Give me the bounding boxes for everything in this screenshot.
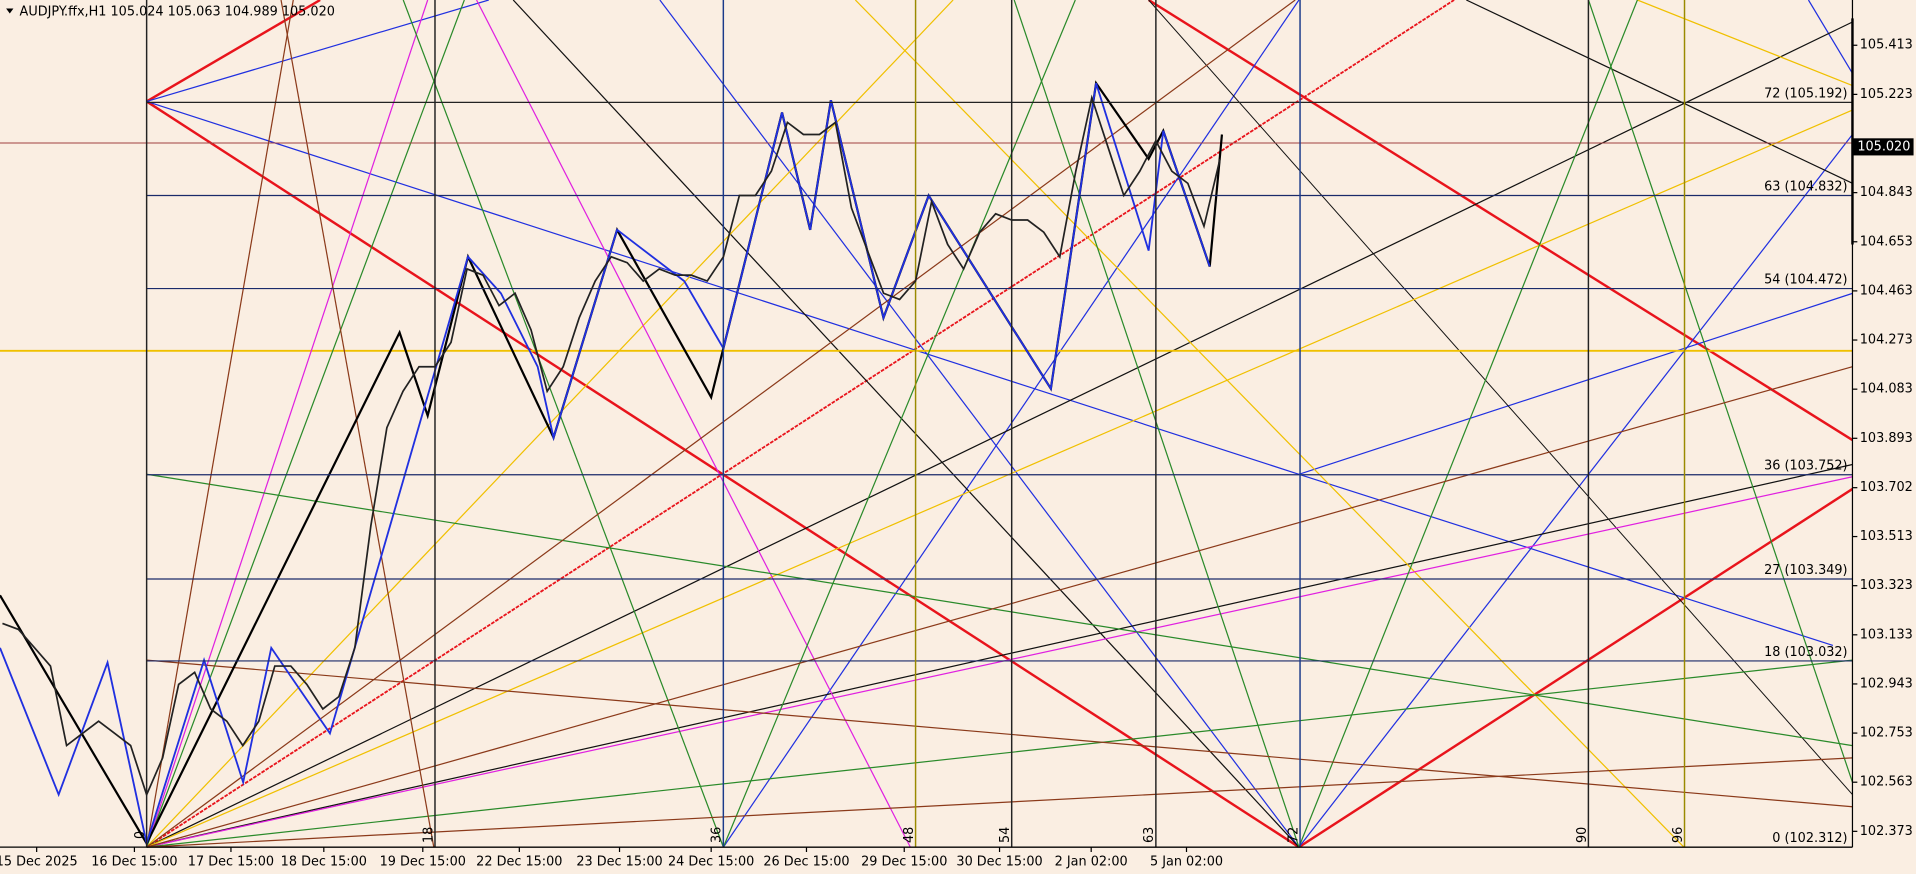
gann-line (722, 0, 1076, 848)
y-tick-label: 103.323 (1860, 578, 1913, 593)
gann-line (146, 473, 1853, 747)
time-line-label: 90 (1575, 827, 1590, 843)
y-tick-label: 103.893 (1860, 431, 1913, 446)
gann-line (146, 659, 1853, 848)
level-label: 36 (103.752) (1764, 459, 1847, 474)
level-label: 27 (103.349) (1764, 563, 1847, 578)
gann-line (1298, 487, 1854, 849)
gann-line (146, 476, 1853, 848)
y-tick-label: 102.563 (1860, 775, 1913, 790)
gann-line (512, 0, 1300, 848)
time-line-label: 48 (902, 827, 917, 843)
gann-line (659, 0, 1300, 848)
x-tick-label: 2 Jan 02:00 (1055, 854, 1128, 869)
x-tick-label: 18 Dec 15:00 (281, 854, 367, 869)
x-tick-label: 22 Dec 15:00 (476, 854, 562, 869)
y-tick-label: 104.843 (1860, 185, 1913, 200)
gann-line (1298, 0, 1638, 848)
gann-line (146, 366, 1853, 848)
gann-line (280, 0, 435, 848)
gann-line (1587, 0, 1854, 783)
y-tick-label: 104.273 (1860, 333, 1913, 348)
x-tick-label: 17 Dec 15:00 (188, 854, 274, 869)
gann-line (146, 0, 465, 848)
gann-line (1298, 292, 1853, 475)
gann-line (854, 0, 1685, 848)
gann-line (1637, 0, 1853, 87)
y-tick-label: 104.653 (1860, 234, 1913, 249)
axes: 105.413 105.223 104.843 104.653 104.463 104.2… (0, 38, 1914, 869)
chart-title: AUDJPY.ffx,H1 105.024 105.063 104.989 10… (20, 5, 335, 20)
gann-line (402, 0, 724, 848)
x-tick-label: 15 Dec 2025 (0, 854, 78, 869)
y-tick-label: 102.753 (1860, 726, 1913, 741)
y-tick-label: 103.702 (1860, 480, 1913, 495)
level-label: 72 (105.192) (1764, 86, 1847, 101)
gann-line (146, 21, 1853, 848)
y-tick-label: 102.373 (1860, 824, 1913, 839)
time-line-label: 54 (998, 827, 1013, 843)
plot (2, 94, 1221, 798)
gann-line (146, 0, 294, 848)
y-tick-label: 103.513 (1860, 529, 1913, 544)
x-tick-label: 23 Dec 15:00 (576, 854, 662, 869)
gann-line (476, 0, 911, 848)
y-tick-label: 104.463 (1860, 283, 1913, 298)
x-tick-label: 30 Dec 15:00 (956, 854, 1042, 869)
gann-line (1147, 0, 1854, 442)
gann-line (146, 0, 429, 848)
price-line (2, 94, 1221, 798)
zigzag (0, 82, 1211, 848)
gann-line (146, 659, 1853, 808)
gann-line (146, 0, 489, 103)
gann-line (1298, 134, 1853, 848)
level-label: 63 (104.832) (1764, 179, 1847, 194)
y-tick-label: 102.943 (1860, 676, 1913, 691)
time-line-label: 96 (1671, 827, 1686, 843)
x-tick-label: 5 Jan 02:00 (1150, 854, 1223, 869)
gann-line (1807, 0, 1853, 74)
gann-line (146, 0, 321, 103)
level-label: 54 (104.472) (1764, 273, 1847, 288)
level-label: 0 (102.312) (1772, 831, 1847, 846)
gann-line (146, 0, 1455, 848)
y-tick-label: 103.133 (1860, 627, 1913, 642)
time-line-label: 63 (1142, 827, 1157, 843)
last-price-label: 105.020 (1857, 139, 1910, 154)
x-tick-label: 26 Dec 15:00 (763, 854, 849, 869)
gann-line (1148, 0, 1853, 795)
y-tick-label: 104.083 (1860, 382, 1913, 397)
gann-line (1466, 0, 1853, 184)
last-price-box (1852, 138, 1914, 156)
time-line-label: 0 (133, 831, 148, 839)
gann-line (146, 463, 1853, 848)
x-tick-label: 19 Dec 15:00 (380, 854, 466, 869)
time-line-label: 18 (421, 827, 436, 843)
y-tick-label: 105.413 (1860, 38, 1913, 53)
level-label: 18 (103.032) (1764, 645, 1847, 660)
x-tick-label: 29 Dec 15:00 (861, 854, 947, 869)
x-tick-label: 16 Dec 15:00 (91, 854, 177, 869)
x-tick-label: 24 Dec 15:00 (668, 854, 754, 869)
time-line-label: 72 (1286, 827, 1301, 843)
menu-arrow[interactable] (6, 8, 14, 14)
y-tick-label: 105.223 (1860, 87, 1913, 102)
gann-line (146, 109, 1853, 848)
time-line-label: 36 (710, 827, 725, 843)
